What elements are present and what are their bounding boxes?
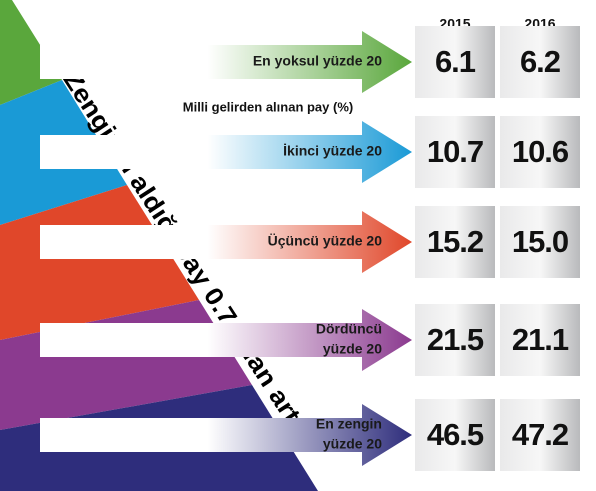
value-box <box>415 206 495 278</box>
value-box <box>500 304 580 376</box>
row-label: En yoksul yüzde 20 <box>253 53 382 69</box>
value-box <box>415 304 495 376</box>
value-box <box>500 399 580 471</box>
subtitle: Milli gelirden alınan pay (%) <box>183 99 353 114</box>
row-label: yüzde 20 <box>323 341 382 357</box>
value-box <box>500 206 580 278</box>
value: 15.2 <box>427 224 483 259</box>
value: 6.2 <box>520 44 560 79</box>
value-box <box>500 116 580 188</box>
value-box <box>415 116 495 188</box>
row-label: Üçüncü yüzde 20 <box>268 233 383 249</box>
value-box <box>415 26 495 98</box>
arrow <box>40 404 412 466</box>
value: 21.5 <box>427 322 484 357</box>
value: 15.0 <box>512 224 568 259</box>
value: 46.5 <box>427 417 484 452</box>
row-label: yüzde 20 <box>323 436 382 452</box>
row-label: Dördüncü <box>316 321 382 337</box>
arrow <box>40 121 412 183</box>
value: 10.6 <box>512 134 569 169</box>
value: 6.1 <box>435 44 476 79</box>
arrow <box>40 309 412 371</box>
value: 47.2 <box>512 417 568 452</box>
arrow <box>40 31 412 93</box>
value-box <box>500 26 580 98</box>
value-box <box>415 399 495 471</box>
row-label: En zengin <box>316 416 382 432</box>
arrow <box>40 211 412 273</box>
value: 21.1 <box>512 322 569 357</box>
row-label: İkinci yüzde 20 <box>283 143 382 159</box>
value: 10.7 <box>427 134 483 169</box>
